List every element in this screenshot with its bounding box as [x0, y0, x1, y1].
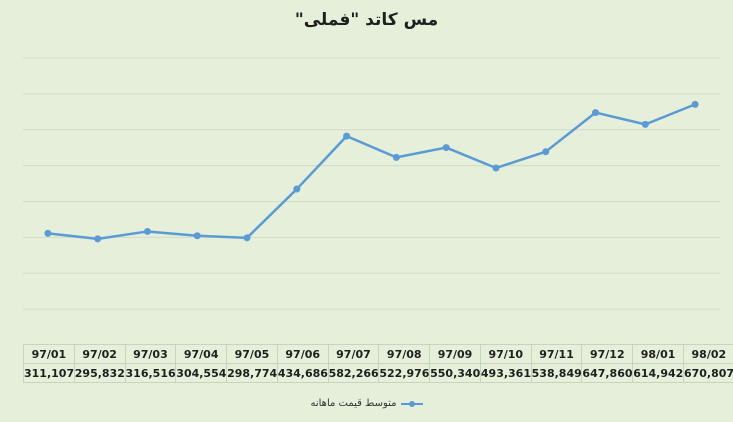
data-point-97-02	[94, 235, 102, 243]
legend: متوسط قیمت ماهانه	[0, 398, 733, 409]
category-cell: 97/08	[378, 344, 431, 364]
value-cell: 295,832	[73, 363, 126, 383]
data-point-98-01	[641, 120, 649, 128]
category-cell: 97/10	[479, 344, 532, 364]
line-chart	[23, 57, 720, 310]
category-cell: 97/09	[429, 344, 481, 364]
value-cell: 298,774	[226, 363, 278, 383]
data-point-98-02	[691, 100, 699, 108]
category-cell: 97/02	[73, 344, 126, 364]
value-cell: 304,554	[175, 363, 228, 383]
data-point-97-04	[193, 232, 201, 240]
legend-label: متوسط قیمت ماهانه	[310, 398, 397, 409]
data-point-97-10	[492, 164, 500, 172]
value-cell: 493,361	[479, 363, 532, 383]
category-cell: 97/12	[581, 344, 634, 364]
chart-title: مس کاتد "فملی"	[294, 10, 439, 30]
category-cell: 97/05	[226, 344, 278, 364]
data-point-97-03	[143, 227, 151, 235]
data-point-97-06	[293, 185, 301, 193]
category-cell: 97/04	[175, 344, 228, 364]
category-cell: 98/02	[682, 344, 733, 364]
data-table-value-row: 311,107 295,832 316,516 304,554 298,774 434,6…	[23, 363, 733, 383]
data-point-97-01	[44, 229, 52, 237]
data-point-97-07	[343, 132, 351, 140]
data-point-97-12	[592, 109, 600, 117]
category-cell: 98/01	[632, 344, 684, 364]
data-point-97-11	[542, 148, 550, 156]
value-cell: 316,516	[124, 363, 177, 383]
value-cell: 311,107	[23, 363, 75, 383]
data-point-97-09	[442, 144, 450, 152]
value-cell: 614,942	[632, 363, 684, 383]
value-cell: 550,340	[429, 363, 481, 383]
data-point-97-08	[392, 153, 400, 161]
category-cell: 97/07	[327, 344, 380, 364]
value-cell: 647,860	[581, 363, 634, 383]
value-cell: 582,266	[327, 363, 380, 383]
data-table: 97/01 97/02 97/03 97/04 97/05 97/06 97/07 97/08…	[23, 344, 733, 383]
value-cell: 434,686	[276, 363, 329, 383]
value-cell: 670,807	[682, 363, 733, 383]
data-table-category-row: 97/01 97/02 97/03 97/04 97/05 97/06 97/07 97/08…	[23, 344, 733, 364]
category-cell: 97/06	[276, 344, 329, 364]
value-cell: 538,849	[530, 363, 583, 383]
category-cell: 97/03	[124, 344, 177, 364]
category-cell: 97/01	[23, 344, 75, 364]
data-point-97-05	[243, 234, 251, 242]
series-line	[47, 103, 696, 241]
value-cell: 522,976	[378, 363, 431, 383]
legend-line-marker-icon	[400, 399, 423, 409]
category-cell: 97/11	[530, 344, 583, 364]
